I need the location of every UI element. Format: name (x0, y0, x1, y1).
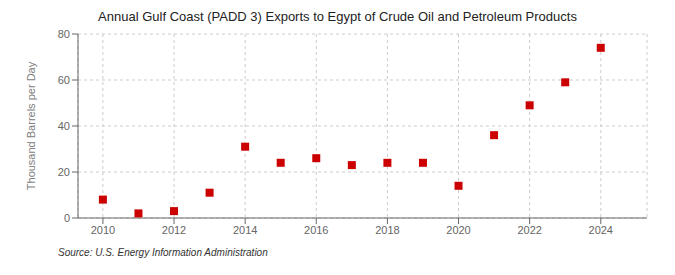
svg-text:2022: 2022 (517, 224, 541, 236)
svg-text:2014: 2014 (233, 224, 257, 236)
svg-text:20: 20 (58, 166, 70, 178)
svg-text:2012: 2012 (162, 224, 186, 236)
svg-text:0: 0 (64, 212, 70, 224)
svg-text:60: 60 (58, 74, 70, 86)
html-text:Source: U.S. Energy Informatio: Source: U.S. Energy Information Administ… (58, 247, 268, 258)
svg-text:2024: 2024 (589, 224, 613, 236)
html-text:Annual Gulf Coast (PADD 3) Exp: Annual Gulf Coast (PADD 3) Exports to Eg… (98, 9, 577, 24)
svg-text:2016: 2016 (304, 224, 328, 236)
svg-text:2010: 2010 (91, 224, 115, 236)
svg-text:2018: 2018 (375, 224, 399, 236)
svg-text:40: 40 (58, 120, 70, 132)
svg-text:2020: 2020 (446, 224, 470, 236)
svg-text:80: 80 (58, 28, 70, 40)
svg-text:Thousand Barrels per Day: Thousand Barrels per Day (25, 61, 37, 190)
